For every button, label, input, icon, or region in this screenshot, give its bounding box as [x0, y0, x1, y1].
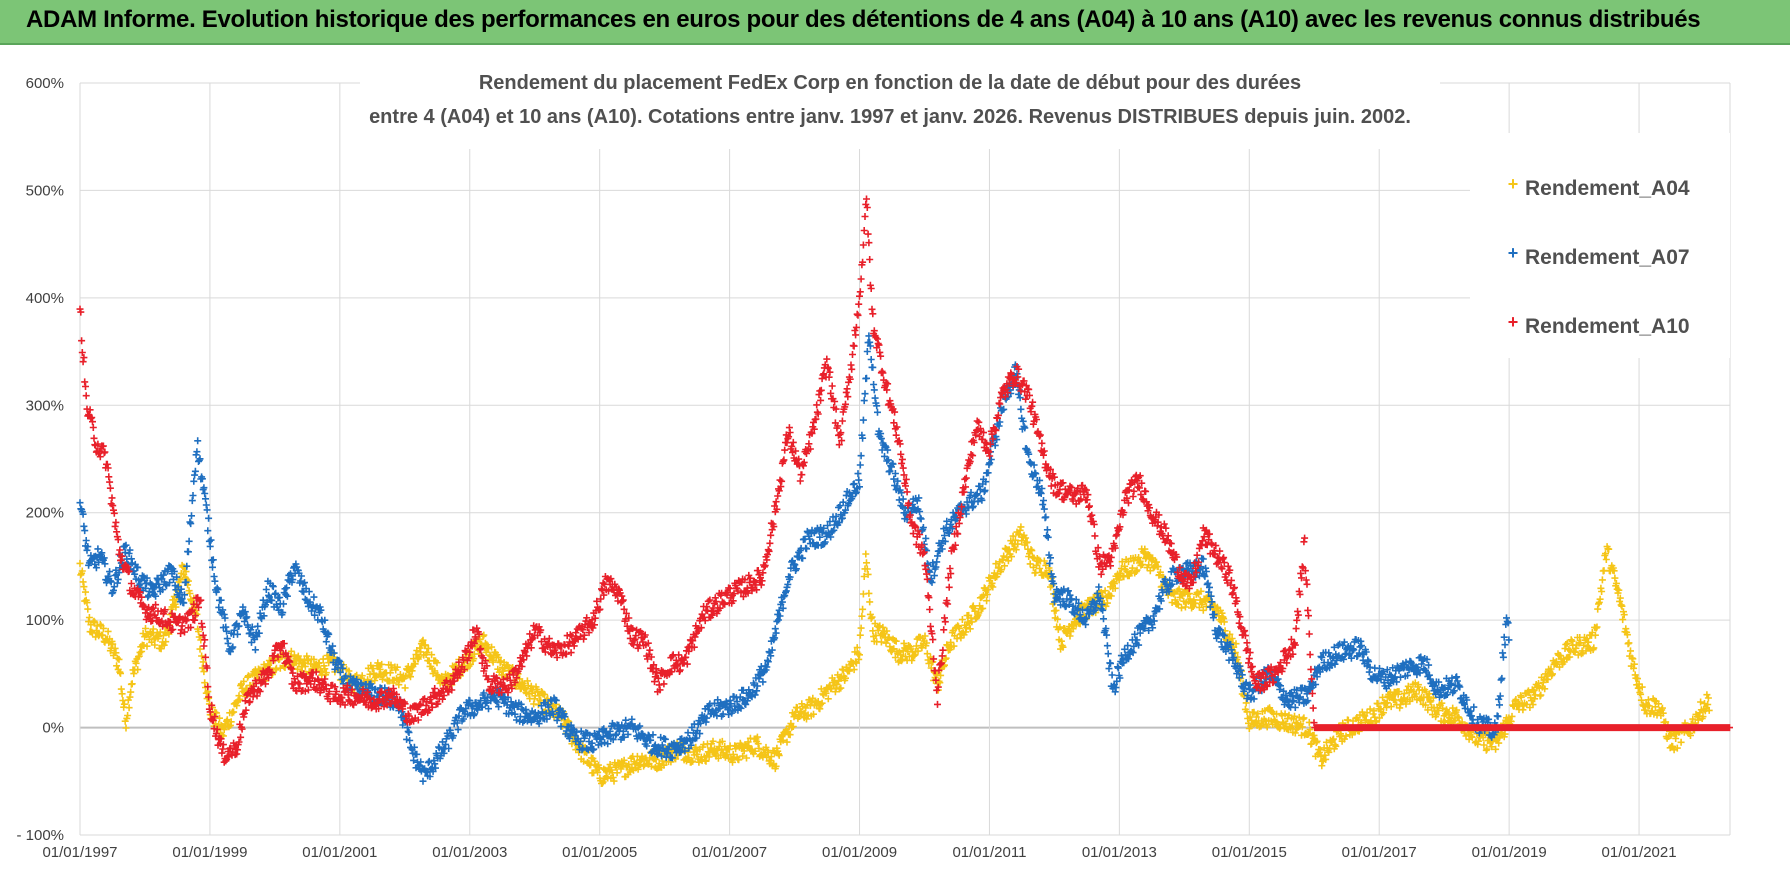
- y-tick-label: - 100%: [16, 827, 64, 844]
- report-banner: ADAM Informe. Evolution historique des p…: [0, 0, 1790, 45]
- y-tick-label: 500%: [26, 182, 64, 199]
- chart-area: 600% 500% 400% 300% 200% 100% 0% - 100% 01/01/1…: [0, 45, 1790, 886]
- y-tick-label: 400%: [26, 290, 64, 307]
- scatter-chart: 600% 500% 400% 300% 200% 100% 0% - 100% 01/01/1…: [16, 57, 1733, 861]
- x-axis-ticks: 01/01/1997 01/01/1999 01/01/2001 01/01/2003…: [42, 844, 1676, 861]
- y-tick-label: 600%: [26, 75, 64, 92]
- y-tick-label: 100%: [26, 612, 64, 629]
- x-tick-label: 01/01/2011: [952, 844, 1026, 861]
- x-tick-label: 01/01/2019: [1472, 844, 1547, 861]
- legend-label-a04: Rendement_A04: [1525, 177, 1690, 200]
- legend-background: [1470, 133, 1730, 358]
- scatter-markers: [76, 195, 1733, 766]
- x-tick-label: 01/01/2003: [432, 844, 507, 861]
- scatter-markers: [76, 523, 1713, 787]
- series-rendement_a04: [76, 523, 1713, 787]
- x-tick-label: 01/01/1997: [42, 844, 117, 861]
- banner-title: ADAM Informe. Evolution historique des p…: [26, 6, 1701, 33]
- data-points: [76, 195, 1733, 787]
- title-background: [360, 57, 1440, 149]
- chart-legend: + Rendement_A04 + Rendement_A07 + Rendem…: [1470, 133, 1730, 358]
- chart-title-line-1: Rendement du placement FedEx Corp en fon…: [479, 72, 1301, 94]
- x-tick-label: 01/01/2001: [302, 844, 377, 861]
- x-tick-label: 01/01/1999: [172, 844, 247, 861]
- x-tick-label: 01/01/2007: [692, 844, 767, 861]
- chart-title-line-2: entre 4 (A04) et 10 ans (A10). Cotations…: [369, 106, 1411, 128]
- y-axis-ticks: 600% 500% 400% 300% 200% 100% 0% - 100%: [16, 75, 64, 844]
- legend-label-a07: Rendement_A07: [1525, 246, 1690, 269]
- x-tick-label: 01/01/2005: [562, 844, 637, 861]
- legend-marker-a04: +: [1508, 174, 1519, 194]
- x-tick-label: 01/01/2013: [1082, 844, 1157, 861]
- legend-marker-a10: +: [1508, 312, 1519, 332]
- x-tick-label: 01/01/2009: [822, 844, 897, 861]
- legend-marker-a07: +: [1508, 243, 1519, 263]
- x-tick-label: 01/01/2015: [1212, 844, 1287, 861]
- legend-label-a10: Rendement_A10: [1525, 315, 1690, 338]
- x-tick-label: 01/01/2017: [1342, 844, 1417, 861]
- x-tick-label: 01/01/2021: [1602, 844, 1677, 861]
- y-tick-label: 0%: [42, 720, 64, 737]
- y-tick-label: 200%: [26, 505, 64, 522]
- y-tick-label: 300%: [26, 397, 64, 414]
- series-rendement_a10: [76, 195, 1733, 766]
